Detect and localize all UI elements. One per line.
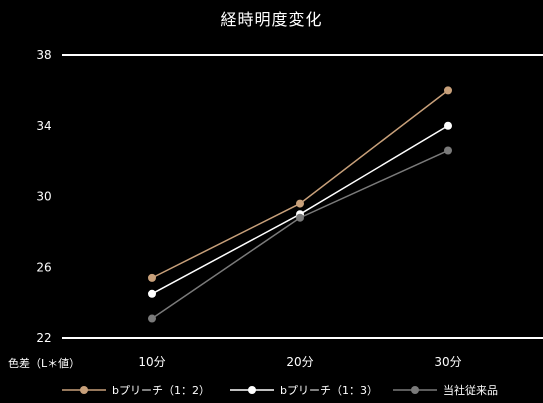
series-0-point-0 — [148, 273, 156, 282]
y-tick-label-38: 38 — [36, 48, 51, 62]
x-tick-label-2: 30分 — [434, 355, 461, 369]
series-line-2 — [151, 149, 449, 320]
y-axis-label: 色差（L＊値） — [8, 357, 81, 370]
chart-title: 経時明度変化 — [220, 10, 323, 29]
legend-label-1: bプリーチ（1：3） — [280, 384, 378, 397]
series-line-0 — [151, 89, 449, 279]
x-tick-label-1: 20分 — [286, 355, 313, 369]
legend-marker-0 — [80, 386, 88, 394]
legend-label-0: bプリーチ（1：2） — [112, 384, 210, 397]
y-tick-label-22: 22 — [36, 331, 51, 345]
series-2-point-1 — [296, 213, 304, 222]
legend-label-2: 当社従来品 — [443, 383, 498, 397]
y-tick-label-26: 26 — [36, 260, 51, 274]
series-line-1 — [151, 125, 449, 295]
y-tick-label-34: 34 — [36, 119, 51, 133]
y-tick-label-30: 30 — [36, 190, 51, 204]
series-2-point-2 — [444, 146, 452, 155]
legend-marker-2 — [411, 386, 419, 394]
series-1-point-0 — [148, 289, 156, 298]
series-0-point-2 — [444, 86, 452, 95]
legend-marker-1 — [248, 386, 256, 394]
series-2-point-0 — [148, 314, 156, 323]
series-1-point-2 — [444, 121, 452, 130]
x-tick-label-0: 10分 — [138, 355, 165, 369]
series-0-point-1 — [296, 199, 304, 208]
